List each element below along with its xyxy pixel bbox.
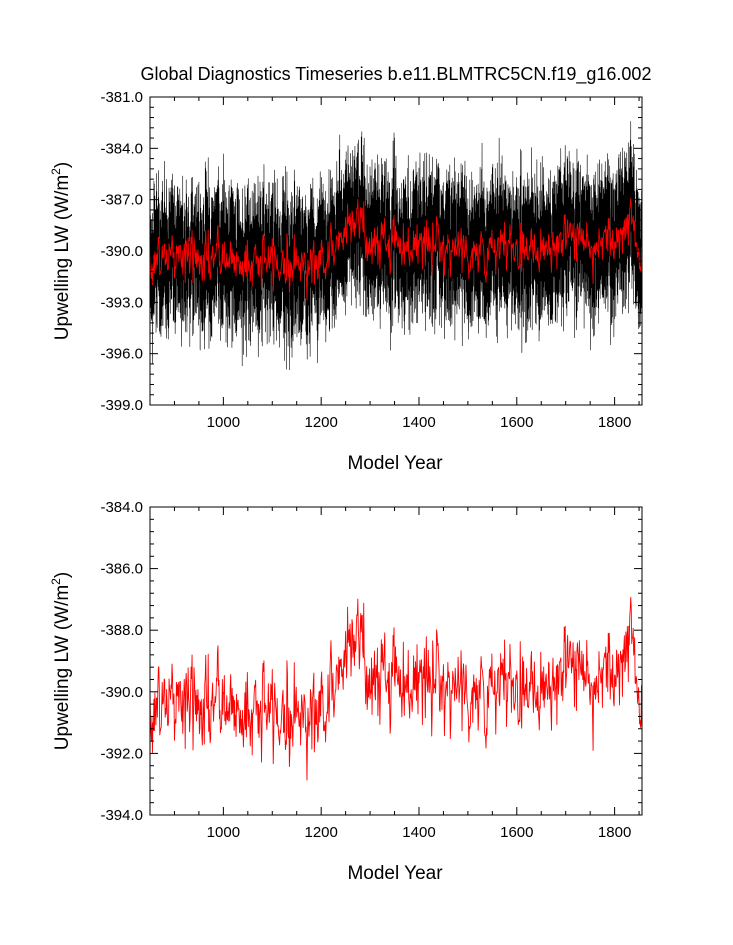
y-tick-label: -390.0 — [100, 243, 143, 260]
y-tick-label: -384.0 — [100, 140, 143, 157]
x-tick-label: 1000 — [207, 414, 240, 431]
plot-area — [150, 596, 642, 781]
y-axis-title-main: Upwelling LW (W/m — [52, 585, 73, 750]
x-axis-title: Model Year — [347, 863, 443, 884]
x-tick-label: 1600 — [500, 824, 533, 841]
x-tick-label: 1400 — [402, 414, 435, 431]
x-tick-label: 1400 — [402, 824, 435, 841]
y-tick-label: -390.0 — [100, 684, 143, 701]
x-tick-label: 1800 — [598, 824, 631, 841]
x-axis-title: Model Year — [347, 453, 443, 474]
top-timeseries-panel: 1000 1200 1400 1600 1800 -399.0 -396.0 -393.0 -3… — [49, 89, 643, 474]
y-tick-label: -381.0 — [100, 89, 143, 106]
x-tick-label: 1000 — [207, 824, 240, 841]
annual-mean-series-line — [150, 596, 642, 781]
y-tick-label: -399.0 — [100, 397, 143, 414]
bottom-timeseries-panel: 1000 1200 1400 1600 1800 -394.0 -392.0 -390.0 -3… — [49, 499, 643, 884]
y-tick-label: -393.0 — [100, 294, 143, 311]
monthly-series-line — [150, 121, 642, 371]
y-tick-label: -396.0 — [100, 346, 143, 363]
annual-mean-series-line — [150, 198, 642, 301]
y-axis-title: Upwelling LW (W/m2) — [49, 572, 73, 750]
y-tick-label: -388.0 — [100, 622, 143, 639]
plot-area — [150, 121, 642, 371]
y-tick-label: -392.0 — [100, 745, 143, 762]
y-axis-title-main: Upwelling LW (W/m — [52, 175, 73, 340]
y-tick-label: -386.0 — [100, 561, 143, 578]
x-tick-label: 1200 — [304, 414, 337, 431]
y-axis-title-close: ) — [52, 162, 73, 168]
y-tick-label: -394.0 — [100, 807, 143, 824]
y-tick-label: -387.0 — [100, 192, 143, 209]
chart-title: Global Diagnostics Timeseries b.e11.BLMT… — [141, 64, 652, 85]
y-axis-title-superscript: 2 — [49, 168, 63, 175]
x-tick-label: 1600 — [500, 414, 533, 431]
plot-frame — [149, 506, 643, 816]
y-axis-title: Upwelling LW (W/m2) — [49, 162, 73, 340]
y-axis-title-superscript: 2 — [49, 578, 63, 585]
x-tick-label: 1200 — [304, 824, 337, 841]
y-axis-title-close: ) — [52, 572, 73, 578]
x-tick-label: 1800 — [598, 414, 631, 431]
y-tick-label: -384.0 — [100, 499, 143, 516]
